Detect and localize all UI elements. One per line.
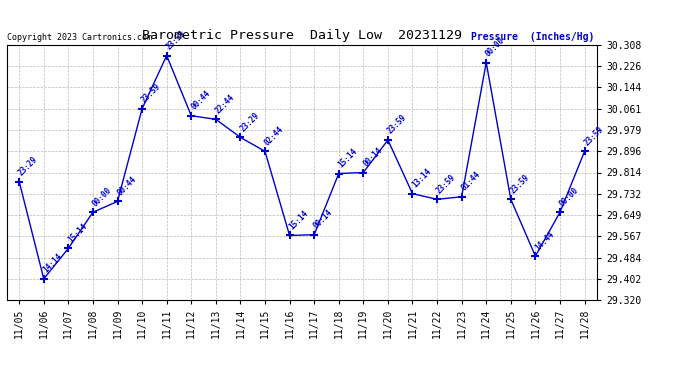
Text: 22:44: 22:44 bbox=[214, 93, 237, 115]
Text: 23:59: 23:59 bbox=[582, 124, 605, 147]
Text: 13:14: 13:14 bbox=[411, 167, 433, 189]
Text: 15:14: 15:14 bbox=[66, 222, 89, 244]
Text: 23:59: 23:59 bbox=[140, 82, 163, 105]
Text: 23:59: 23:59 bbox=[386, 113, 408, 136]
Text: 00:00: 00:00 bbox=[91, 185, 113, 208]
Text: 15:14: 15:14 bbox=[288, 209, 310, 231]
Text: 00:44: 00:44 bbox=[115, 174, 138, 197]
Text: 15:14: 15:14 bbox=[337, 147, 359, 170]
Title: Barometric Pressure  Daily Low  20231129: Barometric Pressure Daily Low 20231129 bbox=[142, 30, 462, 42]
Text: 23:59: 23:59 bbox=[164, 29, 187, 51]
Text: 14:44: 14:44 bbox=[533, 229, 556, 252]
Text: Pressure  (Inches/Hg): Pressure (Inches/Hg) bbox=[471, 33, 594, 42]
Text: 23:59: 23:59 bbox=[435, 172, 457, 195]
Text: 02:44: 02:44 bbox=[263, 124, 286, 147]
Text: 00:14: 00:14 bbox=[361, 146, 384, 168]
Text: 01:44: 01:44 bbox=[460, 170, 482, 193]
Text: 23:59: 23:59 bbox=[509, 172, 531, 195]
Text: 00:44: 00:44 bbox=[189, 89, 212, 111]
Text: 00:00: 00:00 bbox=[558, 185, 580, 208]
Text: 23:29: 23:29 bbox=[17, 154, 40, 177]
Text: 14:14: 14:14 bbox=[41, 252, 64, 274]
Text: 23:29: 23:29 bbox=[238, 111, 261, 133]
Text: 00:00: 00:00 bbox=[484, 36, 506, 58]
Text: Copyright 2023 Cartronics.com: Copyright 2023 Cartronics.com bbox=[8, 33, 152, 42]
Text: 00:14: 00:14 bbox=[312, 208, 335, 231]
